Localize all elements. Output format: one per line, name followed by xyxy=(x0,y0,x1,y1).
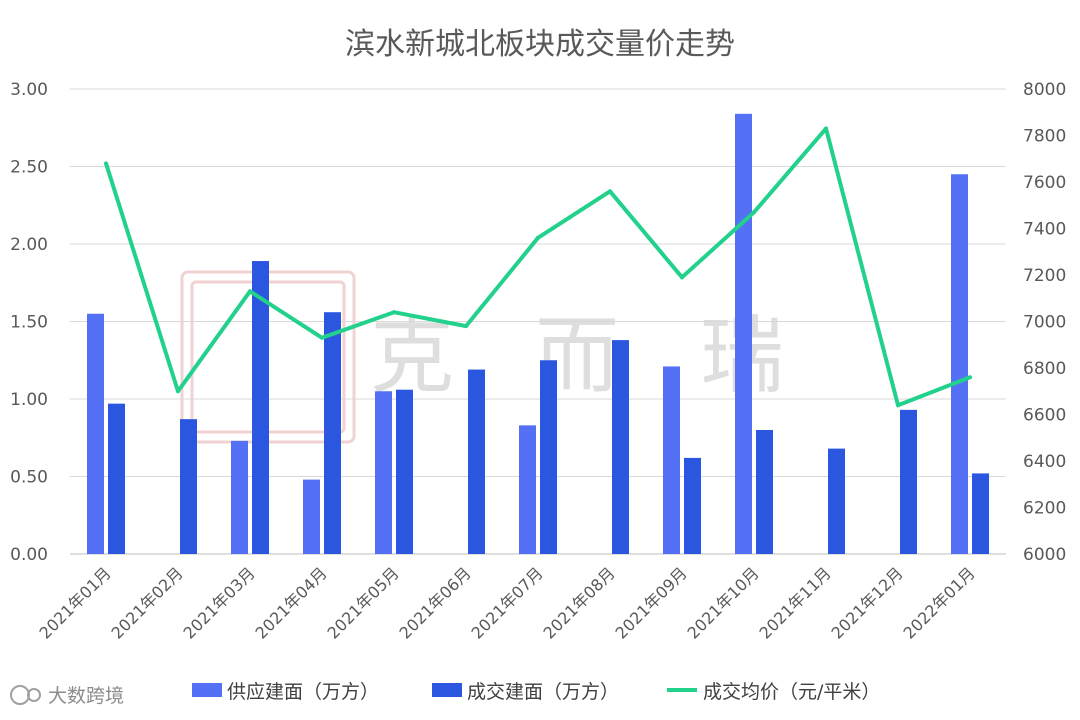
credit-logo-icon-dot xyxy=(27,688,41,702)
legend-item-supply[interactable]: 供应建面（万方） xyxy=(192,681,379,703)
bar-deal[interactable] xyxy=(756,430,773,554)
y-tick-right: 6600 xyxy=(1023,406,1066,426)
grid xyxy=(70,88,1006,555)
bar-deal[interactable] xyxy=(900,409,917,554)
credit-logo-icon xyxy=(10,685,30,705)
bar-supply[interactable] xyxy=(735,113,752,555)
legend-label-deal: 成交建面（万方） xyxy=(467,681,619,703)
bar-supply[interactable] xyxy=(951,174,968,554)
price-point[interactable] xyxy=(752,210,756,215)
x-tick-label: 2021年12月 xyxy=(828,563,907,642)
price-point[interactable] xyxy=(968,375,972,380)
x-tick-label: 2022年01月 xyxy=(900,563,979,642)
y-tick-left: 1.50 xyxy=(10,313,48,333)
credit: 大数跨境 xyxy=(10,685,124,707)
price-point[interactable] xyxy=(896,403,900,408)
line-series xyxy=(104,126,972,408)
chart-title: 滨水新城北板块成交量价走势 xyxy=(345,27,735,62)
y-axis-left: 0.00 0.50 1.00 1.50 2.00 2.50 3.00 xyxy=(10,80,48,565)
bar-deal[interactable] xyxy=(540,360,557,554)
y-tick-right: 6000 xyxy=(1023,545,1066,565)
credit-text: 大数跨境 xyxy=(48,685,124,707)
y-tick-left: 1.00 xyxy=(10,390,48,410)
bar-deal[interactable] xyxy=(972,473,989,554)
bar-deal[interactable] xyxy=(108,403,125,554)
price-point[interactable] xyxy=(320,335,324,340)
y-tick-right: 7600 xyxy=(1023,173,1066,193)
watermark-char-1: 克 xyxy=(370,307,454,405)
bar-deal[interactable] xyxy=(684,457,701,554)
bar-deal[interactable] xyxy=(468,369,485,554)
price-point[interactable] xyxy=(104,161,108,166)
bar-deal[interactable] xyxy=(612,340,629,554)
bar-deal[interactable] xyxy=(252,261,269,554)
x-tick-label: 2021年01月 xyxy=(36,563,115,642)
y-tick-right: 6800 xyxy=(1023,359,1066,379)
legend-item-deal[interactable]: 成交建面（万方） xyxy=(432,681,619,703)
bar-series xyxy=(87,113,989,555)
price-point[interactable] xyxy=(248,289,252,294)
x-tick-label: 2021年09月 xyxy=(612,563,691,642)
y-tick-right: 7400 xyxy=(1023,220,1066,240)
legend-item-price[interactable]: 成交均价（元/平米） xyxy=(667,681,880,703)
bar-supply[interactable] xyxy=(375,391,392,554)
bar-deal[interactable] xyxy=(396,389,413,554)
price-point[interactable] xyxy=(824,126,828,131)
price-point[interactable] xyxy=(680,275,684,280)
price-point[interactable] xyxy=(464,324,468,329)
legend-label-price: 成交均价（元/平米） xyxy=(703,681,880,703)
y-tick-right: 7800 xyxy=(1023,127,1066,147)
bar-supply[interactable] xyxy=(519,425,536,554)
x-tick-label: 2021年03月 xyxy=(180,563,259,642)
x-tick-label: 2021年08月 xyxy=(540,563,619,642)
y-tick-right: 6400 xyxy=(1023,452,1066,472)
price-point[interactable] xyxy=(392,310,396,315)
x-tick-label: 2021年04月 xyxy=(252,563,331,642)
y-tick-left: 2.50 xyxy=(10,158,48,178)
x-tick-label: 2021年02月 xyxy=(108,563,187,642)
price-point[interactable] xyxy=(536,235,540,240)
legend-label-supply: 供应建面（万方） xyxy=(227,681,379,703)
bar-supply[interactable] xyxy=(231,440,248,554)
bar-deal[interactable] xyxy=(324,312,341,554)
y-tick-right: 7000 xyxy=(1023,313,1066,333)
bar-supply[interactable] xyxy=(663,366,680,554)
bar-deal[interactable] xyxy=(180,419,197,554)
price-point[interactable] xyxy=(608,189,612,194)
y-tick-right: 7200 xyxy=(1023,266,1066,286)
y-tick-right: 6200 xyxy=(1023,499,1066,519)
bar-deal[interactable] xyxy=(828,448,845,554)
bar-supply[interactable] xyxy=(87,313,104,554)
y-tick-left: 0.50 xyxy=(10,468,48,488)
legend-swatch-supply xyxy=(192,683,222,697)
x-tick-label: 2021年10月 xyxy=(684,563,763,642)
y-tick-right: 8000 xyxy=(1023,80,1066,100)
x-axis: 2021年01月2021年02月2021年03月2021年04月2021年05月… xyxy=(36,563,979,642)
x-tick-label: 2021年11月 xyxy=(756,563,835,642)
x-tick-label: 2021年05月 xyxy=(324,563,403,642)
price-point[interactable] xyxy=(176,389,180,394)
legend-swatch-deal xyxy=(432,683,462,697)
y-axis-right: 6000 6200 6400 6600 6800 7000 7200 7400 7600 7800… xyxy=(1023,80,1066,565)
legend: 供应建面（万方） 成交建面（万方） 成交均价（元/平米） xyxy=(192,681,880,703)
y-tick-left: 3.00 xyxy=(10,80,48,100)
x-tick-label: 2021年07月 xyxy=(468,563,547,642)
bar-supply[interactable] xyxy=(303,479,320,554)
y-tick-left: 0.00 xyxy=(10,545,48,565)
x-tick-label: 2021年06月 xyxy=(396,563,475,642)
y-tick-left: 2.00 xyxy=(10,235,48,255)
